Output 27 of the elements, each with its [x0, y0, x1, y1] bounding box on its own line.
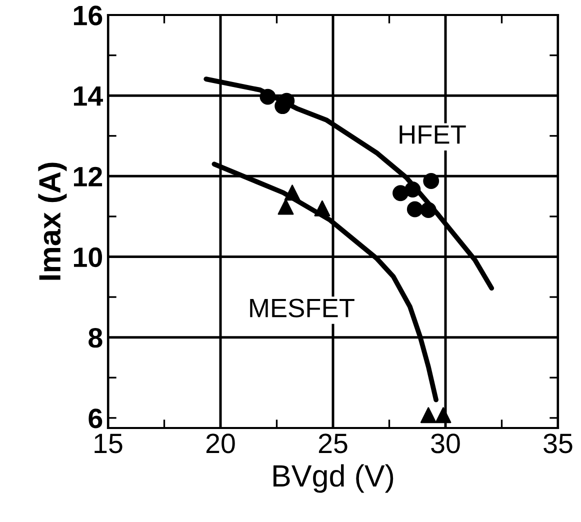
point — [423, 173, 440, 189]
point — [404, 181, 421, 198]
annotation: HFET — [400, 126, 466, 144]
point — [406, 201, 423, 218]
y-tick-label: 10 — [74, 247, 102, 268]
point — [260, 88, 276, 105]
point — [420, 407, 436, 424]
point — [278, 198, 294, 215]
point — [278, 92, 295, 109]
point — [284, 184, 300, 201]
point — [420, 202, 436, 218]
point — [314, 200, 330, 216]
point — [435, 407, 452, 424]
x-tick-label: 15 — [94, 434, 122, 454]
x-axis-title: BVgd (V) — [274, 464, 394, 493]
y-tick-label: 16 — [74, 6, 102, 26]
point — [392, 185, 408, 202]
x-tick-label: 20 — [206, 434, 235, 454]
y-tick-label: 8 — [88, 328, 102, 348]
y-tick-label: 14 — [74, 86, 103, 106]
x-tick-label: 35 — [544, 434, 572, 454]
y-tick-label: 12 — [74, 166, 102, 186]
x-tick-label: 30 — [431, 434, 460, 454]
annotation: MESFET — [250, 298, 354, 318]
y-tick-label: 6 — [88, 408, 102, 428]
x-tick-label: 25 — [318, 434, 348, 454]
y-axis-title: Imax (A) — [38, 162, 67, 280]
